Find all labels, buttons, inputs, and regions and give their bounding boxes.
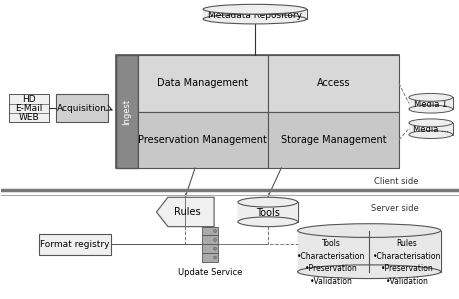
Bar: [203, 9, 306, 19]
Text: Acquisition: Acquisition: [57, 104, 106, 113]
Bar: [39, 234, 111, 255]
Bar: [202, 253, 218, 262]
Bar: [9, 94, 49, 122]
Circle shape: [213, 238, 216, 241]
Text: HD: HD: [22, 94, 36, 103]
Text: Update Service: Update Service: [178, 268, 242, 277]
Text: Preservation Management: Preservation Management: [138, 135, 267, 145]
Bar: [237, 202, 297, 222]
Ellipse shape: [297, 265, 440, 279]
Ellipse shape: [203, 4, 306, 14]
Bar: [137, 55, 268, 112]
Ellipse shape: [408, 105, 452, 113]
Text: Client side: Client side: [374, 178, 418, 187]
Text: Server side: Server side: [370, 204, 418, 213]
Bar: [203, 9, 306, 19]
Bar: [408, 123, 452, 135]
Bar: [202, 236, 218, 244]
Text: Storage Management: Storage Management: [280, 135, 386, 145]
Bar: [137, 112, 268, 168]
Ellipse shape: [203, 14, 306, 24]
Bar: [268, 55, 398, 112]
Bar: [237, 202, 297, 222]
Ellipse shape: [408, 94, 452, 101]
Bar: [202, 244, 218, 253]
Text: Format registry: Format registry: [40, 240, 109, 249]
Text: Access: Access: [316, 78, 350, 89]
Bar: [297, 231, 440, 272]
Circle shape: [213, 256, 216, 259]
Bar: [202, 227, 218, 236]
Text: Media 1: Media 1: [413, 100, 447, 109]
Ellipse shape: [408, 119, 452, 127]
Text: Metadata Repository: Metadata Repository: [207, 10, 301, 20]
Bar: [408, 97, 452, 109]
Ellipse shape: [408, 131, 452, 138]
Circle shape: [213, 230, 216, 233]
Text: WEB: WEB: [19, 113, 39, 122]
Text: Rules: Rules: [174, 207, 200, 217]
Bar: [268, 112, 398, 168]
Ellipse shape: [237, 197, 297, 207]
Text: E-Mail: E-Mail: [16, 104, 43, 113]
Text: Rules
•Characterisation
•Preservation
•Validation: Rules •Characterisation •Preservation •V…: [372, 239, 440, 286]
Bar: [116, 55, 137, 168]
Text: Media ...: Media ...: [412, 125, 448, 134]
Circle shape: [213, 247, 216, 250]
Ellipse shape: [237, 217, 297, 227]
Text: Tools
•Characterisation
•Preservation
•Validation: Tools •Characterisation •Preservation •V…: [297, 239, 365, 286]
Text: Data Management: Data Management: [157, 78, 248, 89]
Ellipse shape: [297, 224, 440, 237]
Text: Tools: Tools: [255, 208, 279, 218]
Bar: [116, 55, 398, 168]
Bar: [408, 123, 452, 135]
Bar: [408, 97, 452, 109]
Polygon shape: [156, 197, 213, 227]
Text: Ingest: Ingest: [122, 98, 131, 125]
Bar: [297, 231, 440, 272]
Bar: [56, 94, 107, 122]
